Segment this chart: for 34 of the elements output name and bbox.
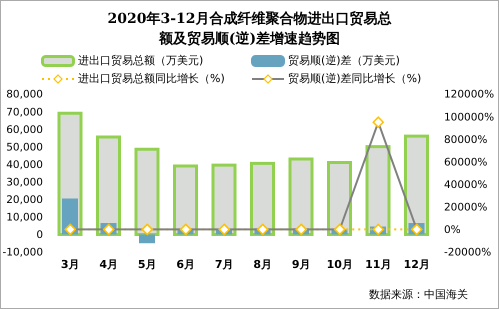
y2-tick-label: -20000%	[444, 246, 492, 259]
y-tick-label: 30,000	[6, 176, 43, 189]
x-tick-label: 9月	[292, 258, 311, 271]
y-tick-label: 70,000	[6, 106, 43, 118]
y2-tick-label: 80000%	[444, 134, 488, 146]
y2-tick-label: 100000%	[444, 111, 494, 124]
y-tick-label: 10,000	[6, 212, 43, 224]
x-tick-label: 4月	[99, 258, 118, 271]
y-tick-label: 50,000	[6, 141, 43, 154]
source-note: 数据来源：中国海关	[369, 287, 468, 302]
legend-label: 进出口贸易总额（万美元)	[78, 53, 204, 68]
y2-tick-label: 40000%	[444, 179, 488, 192]
y2-tick-label: 0%	[444, 224, 461, 236]
legend-label: 贸易顺(逆)差同比增长（%)	[288, 71, 422, 86]
y-tick-label: 60,000	[6, 124, 43, 136]
y-tick-label: 0	[36, 229, 43, 242]
legend-label: 进出口贸易总额同比增长（%)	[78, 71, 225, 86]
chart-title: 2020年3-12月合成纤维聚合物进出口贸易总额及贸易顺(逆)差增速趋势图	[106, 10, 392, 49]
y2-tick-label: 120000%	[444, 88, 494, 101]
x-tick-label: 12月	[404, 258, 430, 271]
x-tick-label: 11月	[365, 258, 392, 271]
y-tick-label: 40,000	[6, 158, 43, 171]
x-tick-label: 5月	[138, 258, 157, 271]
y-tick-label: 80,000	[6, 88, 43, 101]
y2-tick-label: 60000%	[444, 156, 488, 168]
y-tick-label: 20,000	[6, 194, 43, 206]
legend-label: 贸易顺(逆)差（万美元)	[288, 53, 400, 68]
x-tick-label: 10月	[326, 258, 353, 271]
y2-tick-label: 20000%	[444, 202, 488, 214]
x-tick-label: 3月	[60, 258, 80, 271]
x-tick-label: 8月	[253, 258, 272, 271]
y-tick-label: -10,000	[2, 246, 43, 259]
x-tick-label: 7月	[214, 258, 234, 271]
x-tick-label: 6月	[176, 258, 196, 271]
